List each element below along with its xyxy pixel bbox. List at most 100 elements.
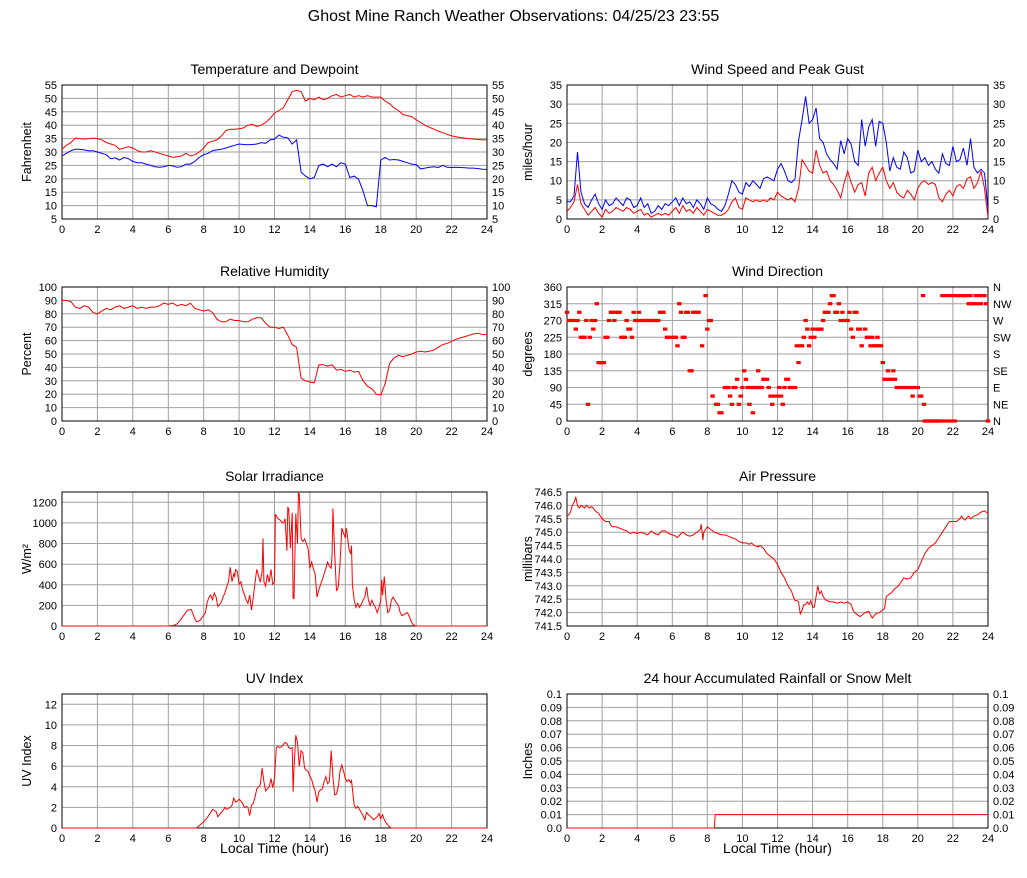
- svg-text:10: 10: [233, 426, 245, 438]
- svg-text:50: 50: [45, 93, 57, 105]
- svg-text:0.08: 0.08: [993, 716, 1014, 728]
- svg-text:80: 80: [492, 309, 504, 321]
- svg-text:0: 0: [59, 224, 65, 236]
- svg-text:16: 16: [842, 833, 854, 845]
- svg-text:0.0: 0.0: [993, 823, 1008, 835]
- svg-text:15: 15: [492, 187, 504, 199]
- chart-panel-wind-direction: Wind Direction degrees 0 2 4 6 8 10 12 14 16 18 20…: [513, 263, 1027, 467]
- svg-text:6: 6: [51, 761, 57, 773]
- svg-text:80: 80: [45, 309, 57, 321]
- svg-text:10: 10: [233, 631, 245, 643]
- svg-text:800: 800: [39, 539, 57, 551]
- svg-text:315: 315: [544, 299, 562, 311]
- svg-text:18: 18: [375, 224, 387, 236]
- chart-panel-solar-irradiance: Solar Irradiance W/m² 0 2 4 6 8 10 12 14 16 18 20 2…: [0, 468, 513, 672]
- svg-text:55: 55: [45, 80, 57, 92]
- svg-text:1200: 1200: [33, 497, 57, 509]
- svg-text:0: 0: [993, 214, 999, 226]
- svg-text:14: 14: [304, 833, 316, 845]
- svg-text:14: 14: [806, 224, 818, 236]
- svg-text:0: 0: [59, 631, 65, 643]
- svg-text:20: 20: [912, 426, 924, 438]
- svg-text:25: 25: [492, 160, 504, 172]
- svg-text:16: 16: [339, 426, 351, 438]
- rainfall-plot: 0 2 4 6 8 10 12 14 16 18 20 22 240.0 0.00.01 0.010.02 0…: [541, 689, 1015, 845]
- svg-text:135: 135: [544, 366, 562, 378]
- svg-text:12: 12: [268, 426, 280, 438]
- chart-panel-air-pressure: Air Pressure millibars 0 2 4 6 8 10 12 14 16 18 20…: [513, 468, 1027, 672]
- svg-text:0.06: 0.06: [541, 743, 562, 755]
- svg-text:SE: SE: [993, 366, 1008, 378]
- svg-text:180: 180: [544, 349, 562, 361]
- svg-text:35: 35: [993, 80, 1005, 92]
- svg-text:0: 0: [556, 416, 562, 428]
- svg-text:30: 30: [492, 376, 504, 388]
- page-title: Ghost Mine Ranch Weather Observations: 0…: [307, 8, 720, 25]
- svg-text:45: 45: [492, 107, 504, 119]
- svg-text:0.08: 0.08: [541, 716, 562, 728]
- svg-text:14: 14: [806, 426, 818, 438]
- chart-title-solar-irradiance: Solar Irradiance: [225, 468, 324, 484]
- svg-text:745.5: 745.5: [534, 514, 562, 526]
- svg-text:0: 0: [59, 426, 65, 438]
- svg-text:18: 18: [877, 833, 889, 845]
- svg-text:6: 6: [669, 833, 675, 845]
- svg-text:30: 30: [45, 147, 57, 159]
- svg-text:0.1: 0.1: [993, 689, 1008, 701]
- svg-text:20: 20: [45, 389, 57, 401]
- svg-text:12: 12: [771, 631, 783, 643]
- svg-text:0.1: 0.1: [547, 689, 562, 701]
- svg-text:20: 20: [912, 833, 924, 845]
- svg-text:225: 225: [544, 332, 562, 344]
- svg-text:743.5: 743.5: [534, 567, 562, 579]
- svg-text:45: 45: [45, 107, 57, 119]
- svg-text:2: 2: [599, 833, 605, 845]
- svg-text:18: 18: [375, 631, 387, 643]
- svg-text:30: 30: [993, 99, 1005, 111]
- svg-text:55: 55: [492, 80, 504, 92]
- svg-text:0: 0: [564, 631, 570, 643]
- chart-panel-humidity: Relative Humidity Percent 0 2 4 6 8 10 12 14 16 1…: [0, 263, 513, 467]
- svg-text:25: 25: [993, 118, 1005, 130]
- svg-text:4: 4: [130, 224, 136, 236]
- svg-text:0: 0: [59, 833, 65, 845]
- svg-text:18: 18: [877, 426, 889, 438]
- svg-text:14: 14: [806, 833, 818, 845]
- svg-text:24: 24: [982, 833, 994, 845]
- svg-text:22: 22: [947, 426, 959, 438]
- svg-text:24: 24: [481, 631, 493, 643]
- svg-text:600: 600: [39, 559, 57, 571]
- svg-text:8: 8: [704, 833, 710, 845]
- svg-text:30: 30: [550, 99, 562, 111]
- svg-text:NW: NW: [993, 299, 1012, 311]
- svg-text:W: W: [993, 316, 1004, 328]
- svg-text:20: 20: [912, 224, 924, 236]
- svg-text:18: 18: [877, 631, 889, 643]
- svg-text:744.5: 744.5: [534, 541, 562, 553]
- svg-text:25: 25: [45, 160, 57, 172]
- svg-text:5: 5: [993, 195, 999, 207]
- svg-text:S: S: [993, 349, 1000, 361]
- svg-text:100: 100: [39, 282, 57, 294]
- svg-text:400: 400: [39, 580, 57, 592]
- svg-text:20: 20: [410, 224, 422, 236]
- svg-text:50: 50: [492, 93, 504, 105]
- svg-text:5: 5: [51, 214, 57, 226]
- svg-text:24: 24: [481, 224, 493, 236]
- svg-text:35: 35: [492, 134, 504, 146]
- svg-text:8: 8: [201, 426, 207, 438]
- svg-text:NE: NE: [993, 399, 1008, 411]
- svg-text:743.0: 743.0: [534, 581, 562, 593]
- svg-text:0.09: 0.09: [993, 702, 1014, 714]
- svg-text:8: 8: [51, 741, 57, 753]
- svg-text:40: 40: [492, 120, 504, 132]
- svg-text:10: 10: [736, 224, 748, 236]
- svg-text:6: 6: [165, 833, 171, 845]
- svg-text:100: 100: [492, 282, 510, 294]
- svg-text:50: 50: [492, 349, 504, 361]
- svg-text:N: N: [993, 282, 1001, 294]
